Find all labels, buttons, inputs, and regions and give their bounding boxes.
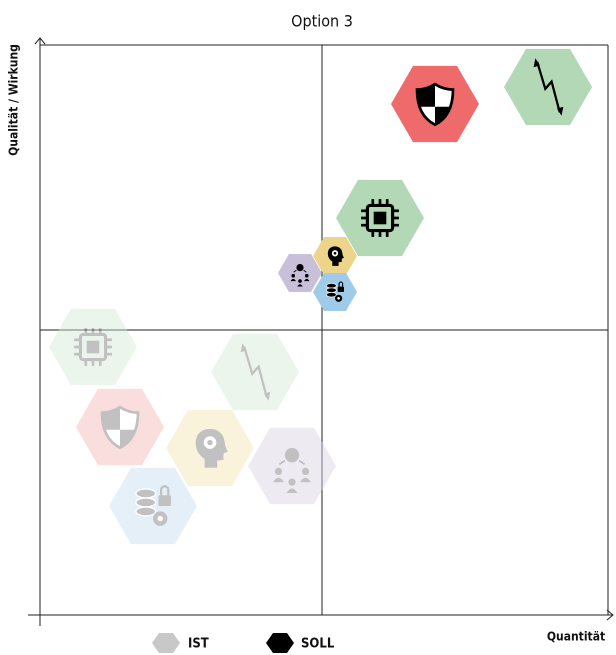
shield-icon: [415, 82, 455, 127]
hexagon-item: [278, 253, 322, 293]
hexagon: [248, 427, 336, 505]
db-icon: [135, 485, 171, 526]
head-icon: [327, 246, 344, 266]
shield-icon: [100, 405, 140, 450]
hexagon-item: [504, 48, 592, 126]
bolt-icon: [533, 58, 564, 116]
db-icon: [326, 281, 344, 302]
hexagon-item: [49, 308, 137, 386]
chart-title: Option 3: [291, 12, 353, 31]
axes: [28, 37, 614, 626]
bolt-icon: [240, 343, 271, 401]
hexagon-item: [313, 272, 357, 312]
hexagon: [49, 308, 137, 386]
legend-ist: IST: [188, 637, 209, 652]
chip-icon: [74, 328, 112, 366]
x-axis-label: Quantität: [547, 630, 605, 644]
hexagon-item: [166, 409, 254, 487]
people-icon: [273, 448, 311, 493]
hexagon-item: [391, 65, 479, 143]
hexagon: [76, 388, 164, 466]
people-icon: [290, 264, 310, 287]
hexagon-item: [109, 467, 197, 545]
legend-ist-swatch: [152, 633, 180, 653]
legend: IST SOLL: [152, 633, 335, 653]
hexagon-item: [336, 179, 424, 257]
hexagon: [278, 253, 322, 293]
hexagon-item: [76, 388, 164, 466]
head-icon: [195, 428, 228, 468]
legend-soll: SOLL: [301, 637, 335, 652]
hexagon-item: [211, 333, 299, 411]
chip-icon: [361, 199, 399, 237]
hexagon: [109, 467, 197, 545]
hexagon-item: [248, 427, 336, 505]
items: [49, 48, 592, 545]
legend-soll-swatch: [266, 633, 294, 653]
hexagon: [166, 409, 254, 487]
y-axis-label: Qualität / Wirkung: [7, 44, 21, 156]
hexagon-item: [313, 236, 357, 276]
hexagon: [211, 333, 299, 411]
